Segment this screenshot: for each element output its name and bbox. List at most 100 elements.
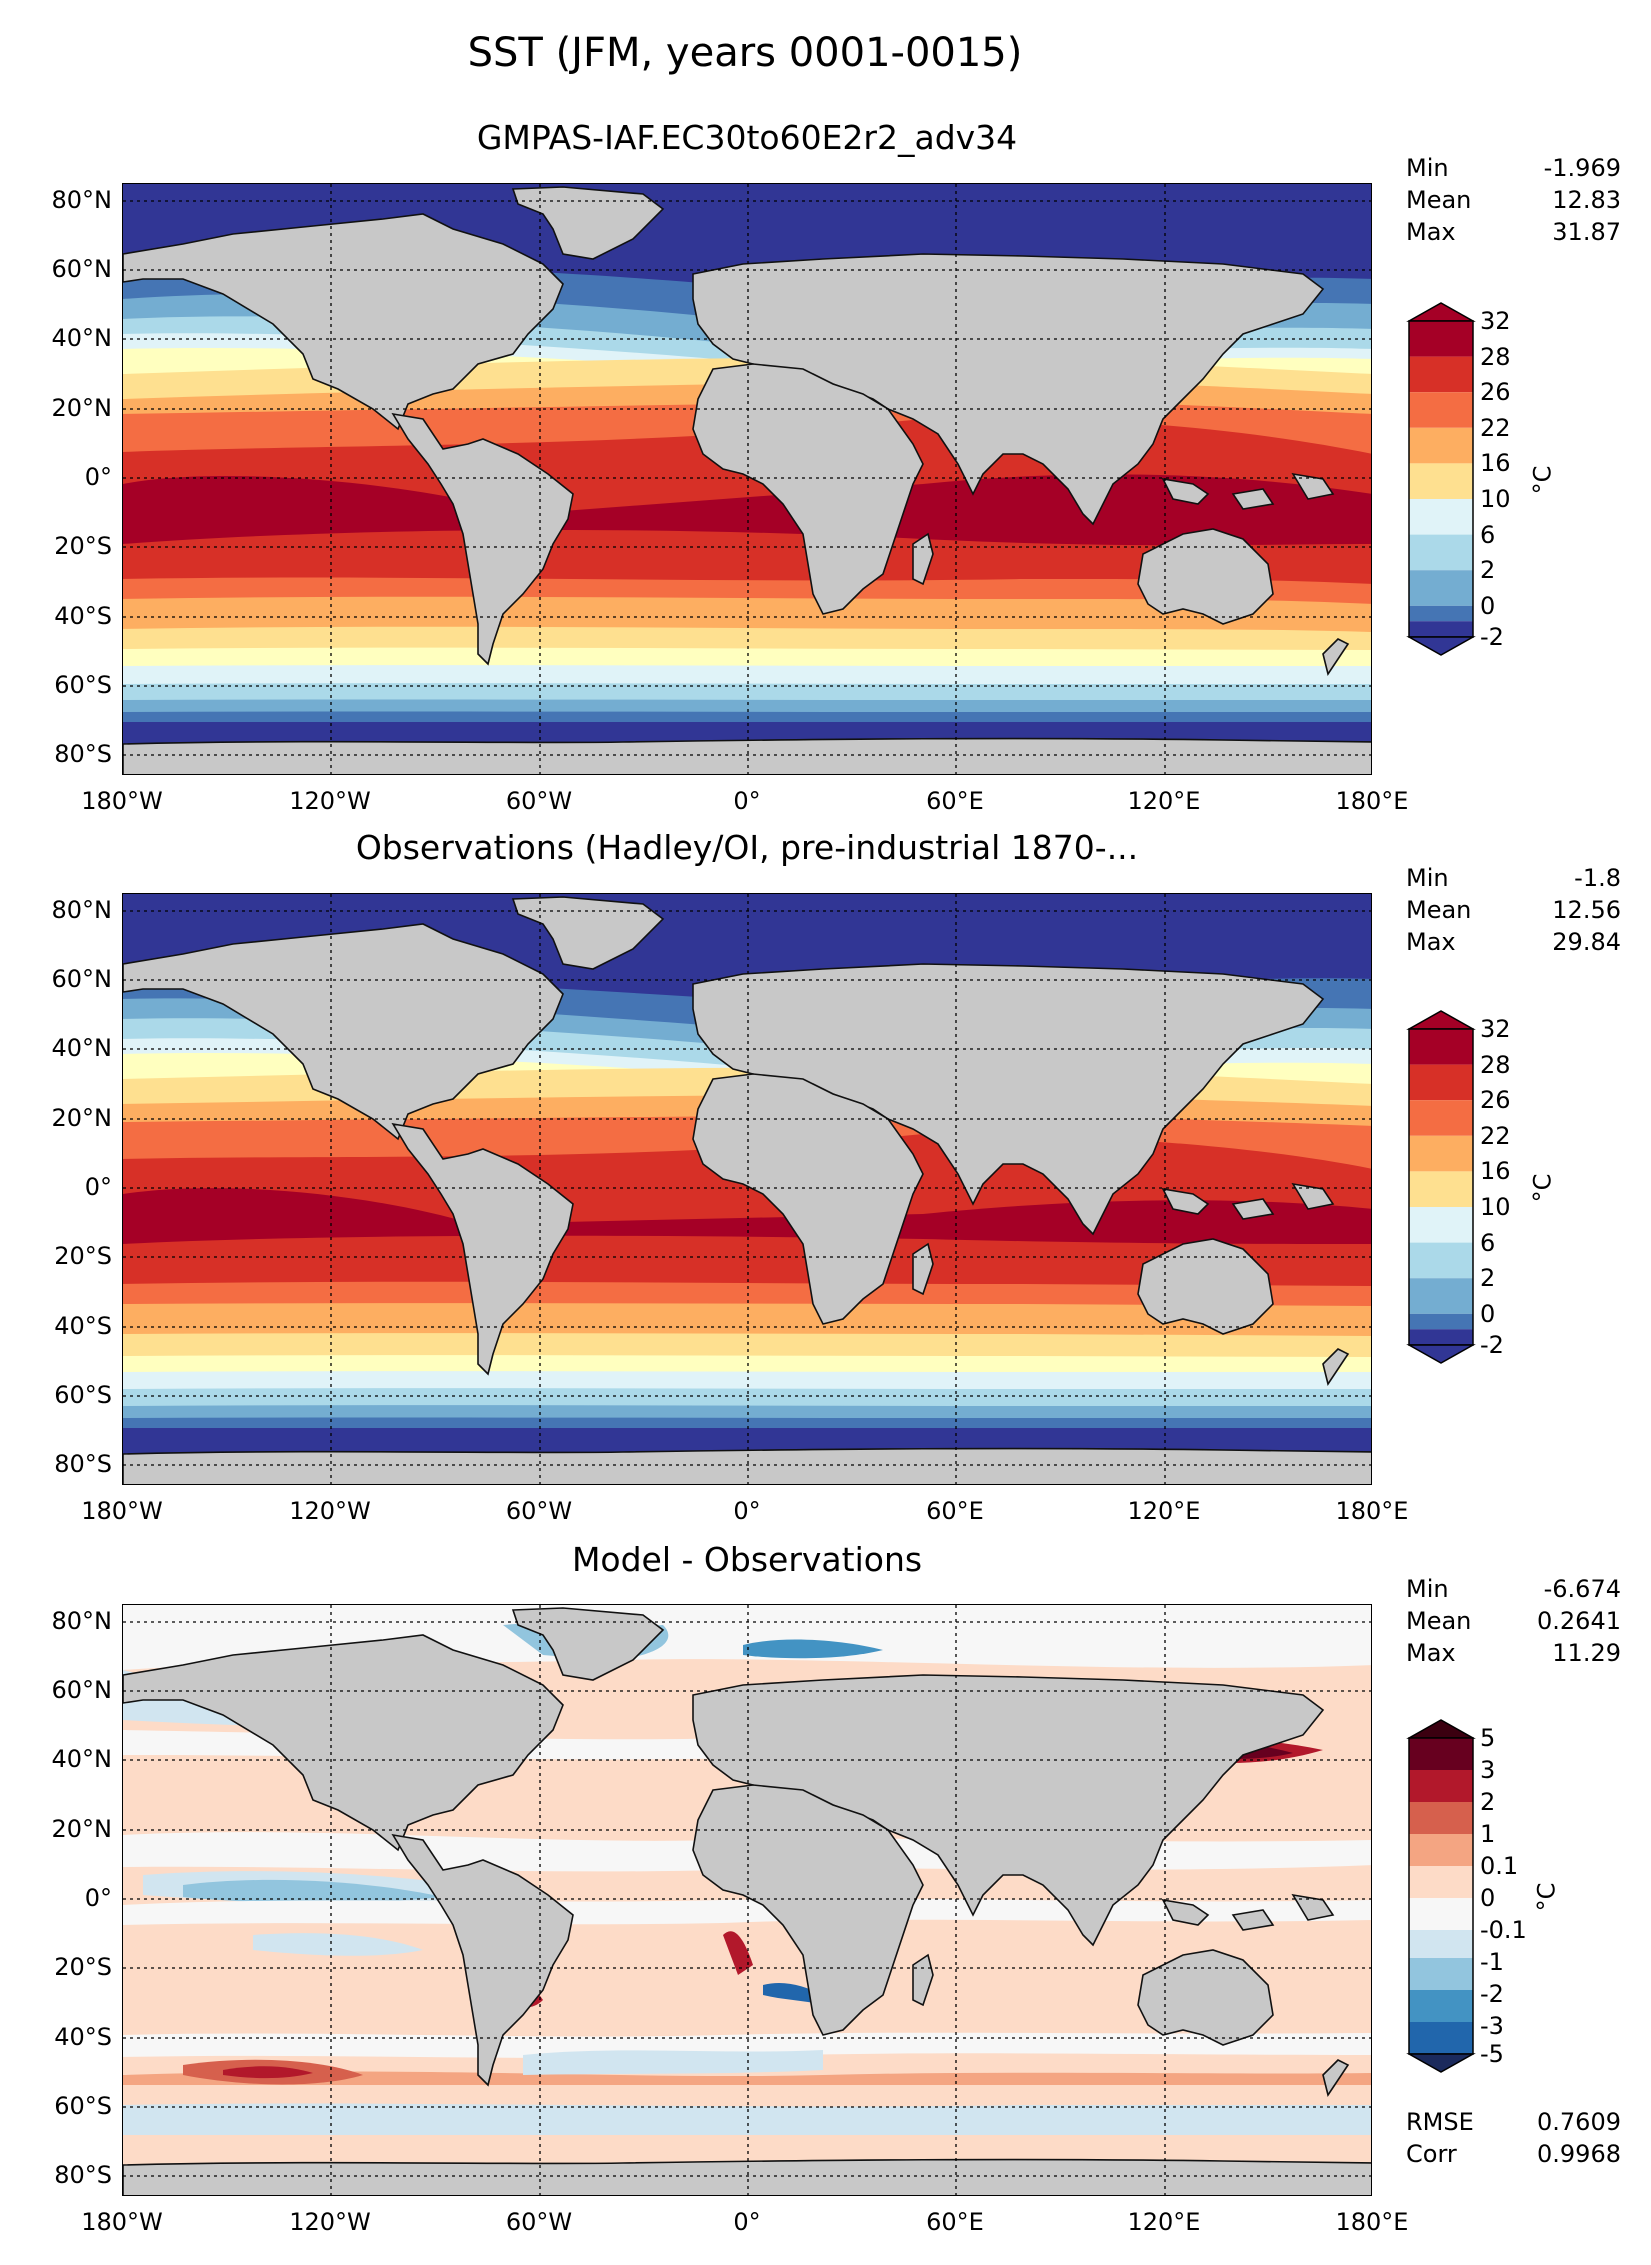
lat-label: 80°S — [54, 1450, 112, 1478]
colorbar-tick: -2 — [1480, 1980, 1504, 2008]
colorbar-tick: 5 — [1480, 1724, 1496, 1752]
stat-label: Mean — [1406, 896, 1472, 924]
colorbar-tick: 28 — [1480, 343, 1511, 371]
metric-label: RMSE — [1406, 2108, 1474, 2136]
lat-label: 80°N — [51, 896, 113, 924]
lon-label: 120°E — [1127, 2208, 1201, 2236]
lat-label: 0° — [84, 1173, 112, 1201]
lon-label: 0° — [733, 787, 761, 815]
stats-box: Min -6.674 Mean 0.2641 Max 11.29 — [1406, 1573, 1621, 1669]
figure-title: SST (JFM, years 0001-0015) — [467, 30, 1023, 76]
lon-label: 180°E — [1335, 787, 1409, 815]
stat-label: Max — [1406, 928, 1456, 956]
colorbar-tick: 1 — [1480, 1820, 1496, 1848]
lat-label: 60°N — [51, 255, 113, 283]
lon-label: 0° — [733, 1497, 761, 1525]
colorbar-tick: 2 — [1480, 1264, 1496, 1292]
lon-label: 180°E — [1335, 1497, 1409, 1525]
panel-title-observations: Observations (Hadley/OI, pre-industrial … — [355, 828, 1139, 867]
metrics-box: RMSE 0.7609 Corr 0.9968 — [1406, 2106, 1621, 2170]
stat-value: 11.29 — [1552, 1639, 1621, 1667]
colorbar-tick: 26 — [1480, 378, 1511, 406]
lat-label: 40°N — [51, 324, 113, 352]
lat-label: 60°S — [54, 2092, 112, 2120]
colorbar — [1406, 300, 1476, 658]
stat-value: 0.2641 — [1537, 1607, 1621, 1635]
colorbar-tick: 32 — [1480, 1015, 1511, 1043]
map-difference — [122, 1604, 1372, 2196]
stat-value: -6.674 — [1543, 1575, 1621, 1603]
stat-label: Mean — [1406, 1607, 1472, 1635]
map-observations-sst — [122, 893, 1372, 1485]
colorbar-tick: 2 — [1480, 1788, 1496, 1816]
metric-value: 0.9968 — [1537, 2140, 1621, 2168]
lon-label: 180°W — [81, 1497, 163, 1525]
lat-label: 80°S — [54, 2161, 112, 2189]
colorbar-unit: °C — [1528, 1173, 1557, 1203]
map-model-sst — [122, 183, 1372, 775]
colorbar-tick: 0 — [1480, 1300, 1496, 1328]
stat-value: -1.969 — [1543, 154, 1621, 182]
colorbar-tick: 2 — [1480, 556, 1496, 584]
lat-label: 20°S — [54, 1242, 112, 1270]
colorbar-unit: °C — [1532, 1882, 1561, 1912]
stat-value: 12.83 — [1552, 186, 1621, 214]
lat-label: 40°S — [54, 602, 112, 630]
lon-label: 180°E — [1335, 2208, 1409, 2236]
stat-value: -1.8 — [1574, 864, 1621, 892]
colorbar-tick: 3 — [1480, 1756, 1496, 1784]
colorbar-tick: 32 — [1480, 307, 1511, 335]
lat-label: 20°S — [54, 1953, 112, 1981]
stat-value: 31.87 — [1552, 218, 1621, 246]
stat-label: Min — [1406, 864, 1449, 892]
colorbar-tick: -3 — [1480, 2012, 1504, 2040]
lat-label: 0° — [84, 463, 112, 491]
lon-label: 180°W — [81, 787, 163, 815]
colorbar-tick: -1 — [1480, 1948, 1504, 1976]
stat-value: 29.84 — [1552, 928, 1621, 956]
lon-label: 120°W — [289, 1497, 371, 1525]
lon-label: 120°E — [1127, 787, 1201, 815]
metric-value: 0.7609 — [1537, 2108, 1621, 2136]
lat-label: 60°S — [54, 1381, 112, 1409]
colorbar-tick: 10 — [1480, 1193, 1511, 1221]
lat-label: 60°N — [51, 1676, 113, 1704]
colorbar-tick: 10 — [1480, 485, 1511, 513]
lon-label: 0° — [733, 2208, 761, 2236]
colorbar — [1406, 1008, 1476, 1366]
lon-label: 60°E — [926, 2208, 984, 2236]
panel-title-model: GMPAS-IAF.EC30to60E2r2_adv34 — [476, 118, 1018, 157]
lat-label: 20°N — [51, 394, 113, 422]
lat-label: 80°N — [51, 1607, 113, 1635]
colorbar-tick: -5 — [1480, 2040, 1504, 2068]
lon-label: 180°W — [81, 2208, 163, 2236]
lat-label: 60°N — [51, 965, 113, 993]
stats-box: Min -1.969 Mean 12.83 Max 31.87 — [1406, 152, 1621, 248]
stat-label: Min — [1406, 1575, 1449, 1603]
colorbar-tick: 26 — [1480, 1086, 1511, 1114]
lat-label: 60°S — [54, 671, 112, 699]
lon-label: 120°W — [289, 2208, 371, 2236]
lat-label: 80°N — [51, 186, 113, 214]
lon-label: 60°E — [926, 1497, 984, 1525]
stat-label: Max — [1406, 1639, 1456, 1667]
lat-label: 20°N — [51, 1104, 113, 1132]
lat-label: 40°S — [54, 2023, 112, 2051]
colorbar-tick: 0 — [1480, 1884, 1496, 1912]
lat-label: 80°S — [54, 740, 112, 768]
lat-label: 40°N — [51, 1034, 113, 1062]
lon-label: 60°E — [926, 787, 984, 815]
panel-title-difference: Model - Observations — [571, 1540, 923, 1579]
lat-label: 20°S — [54, 532, 112, 560]
colorbar — [1406, 1717, 1476, 2075]
colorbar-tick: 6 — [1480, 521, 1496, 549]
colorbar-tick: 6 — [1480, 1229, 1496, 1257]
colorbar-tick: 22 — [1480, 1122, 1511, 1150]
colorbar-tick: 0.1 — [1480, 1852, 1519, 1880]
lon-label: 60°W — [505, 787, 573, 815]
lat-label: 0° — [84, 1884, 112, 1912]
stat-label: Min — [1406, 154, 1449, 182]
stat-label: Max — [1406, 218, 1456, 246]
lon-label: 120°E — [1127, 1497, 1201, 1525]
stat-label: Mean — [1406, 186, 1472, 214]
